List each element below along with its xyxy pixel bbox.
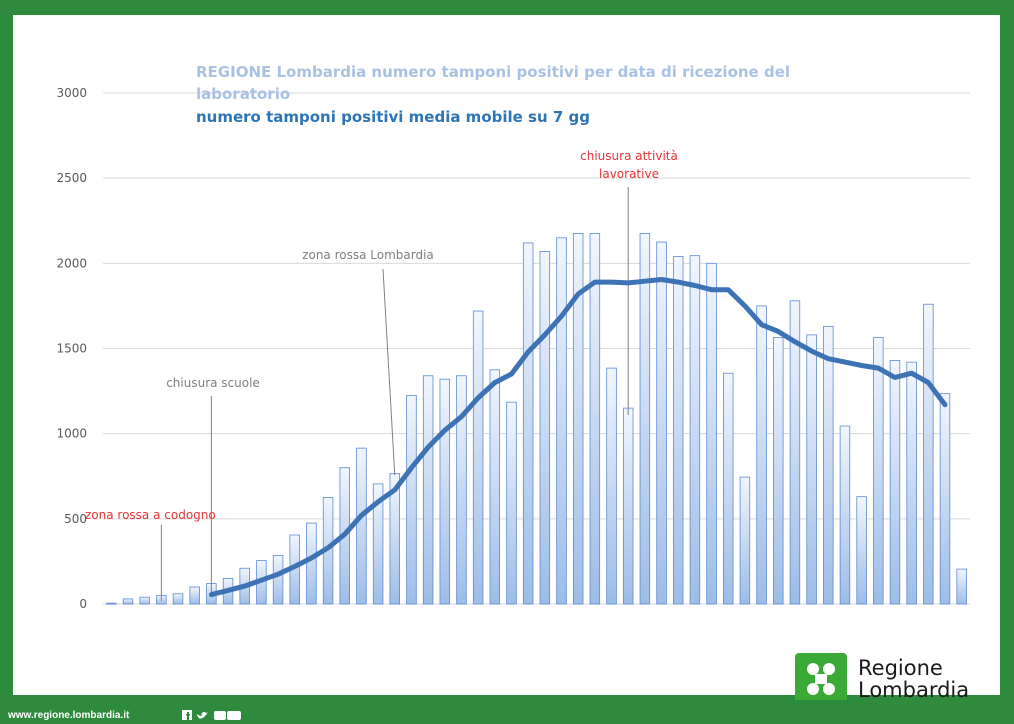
- bar: [889, 360, 901, 605]
- bar: [706, 262, 717, 605]
- youtube-icon[interactable]: [214, 711, 241, 720]
- bar: [539, 251, 551, 605]
- bar: [189, 586, 200, 605]
- chart-svg: 0 500 1000 1500 2000 2500 3000 zona rossa a co…: [56, 63, 970, 611]
- annotation-label: zona rossa Lombardia: [302, 248, 434, 262]
- logo-text-line-1: Regione: [858, 656, 943, 680]
- bar: [606, 367, 617, 605]
- bar: [372, 483, 384, 605]
- y-tick-label: 1500: [56, 342, 87, 356]
- bar: [873, 337, 884, 605]
- bar: [639, 233, 651, 605]
- annotation-label: chiusura attività: [580, 149, 678, 163]
- bar: [139, 596, 150, 605]
- logo-text-line-2: Lombardia: [858, 678, 970, 702]
- bar: [689, 255, 701, 605]
- annotation-label: zona rossa a codogno: [85, 508, 216, 522]
- bar: [306, 522, 317, 605]
- bar: [522, 242, 534, 605]
- bar: [672, 256, 684, 605]
- annotation-leader-line: [382, 268, 396, 476]
- bar: [739, 476, 751, 605]
- bar: [106, 602, 117, 605]
- footer-bar: www.regione.lombardia.it: [0, 700, 1014, 724]
- y-tick-label: 0: [79, 597, 87, 611]
- y-tick-label: 3000: [56, 86, 87, 100]
- bar: [839, 425, 851, 605]
- bar: [439, 378, 451, 605]
- bar: [456, 375, 467, 605]
- y-axis-ticks: 0 500 1000 1500 2000 2500 3000: [56, 86, 87, 611]
- y-tick-label: 1000: [56, 427, 87, 441]
- bar: [923, 303, 934, 605]
- bar: [422, 375, 434, 605]
- bar: [172, 593, 184, 605]
- chart-subtitle: numero tamponi positivi media mobile su …: [196, 108, 590, 126]
- y-tick-label: 500: [64, 512, 87, 526]
- bar: [589, 233, 601, 605]
- y-tick-label: 2000: [56, 256, 87, 270]
- chart-panel: 0 500 1000 1500 2000 2500 3000 zona rossa a co…: [13, 15, 1000, 705]
- bar: [506, 401, 517, 605]
- bar: [572, 233, 584, 605]
- logo-text: Regione Lombardia: [858, 657, 969, 701]
- bar: [756, 305, 767, 605]
- twitter-icon[interactable]: [197, 712, 208, 719]
- moving-average-line: [208, 277, 948, 598]
- bar: [489, 369, 501, 605]
- bar: [789, 300, 801, 605]
- bar: [773, 337, 784, 605]
- regione-lombardia-logo: [795, 653, 847, 705]
- bar: [622, 407, 634, 605]
- facebook-icon[interactable]: [182, 710, 192, 720]
- bar: [906, 361, 917, 605]
- bar: [856, 496, 867, 605]
- gridlines: [103, 92, 970, 605]
- social-icons: [182, 710, 241, 720]
- bars: [106, 233, 967, 605]
- bar: [272, 555, 284, 605]
- annotation-label-line-2: lavorative: [599, 167, 659, 181]
- bar: [956, 568, 967, 605]
- chart-title-line-1: REGIONE Lombardia numero tamponi positiv…: [196, 63, 790, 81]
- annotations: zona rossa a codogno chiusura scuole zona …: [85, 149, 678, 601]
- bar: [656, 241, 667, 605]
- bar: [356, 447, 367, 605]
- bar: [806, 334, 817, 605]
- bar: [723, 372, 734, 605]
- bar: [472, 310, 484, 605]
- bar: [939, 393, 951, 605]
- bar: [556, 237, 567, 605]
- footer-website-link[interactable]: www.regione.lombardia.it: [8, 710, 130, 721]
- bar: [823, 325, 834, 605]
- y-tick-label: 2500: [56, 171, 87, 185]
- bar: [406, 394, 417, 605]
- annotation-label: chiusura scuole: [166, 376, 260, 390]
- bar: [122, 598, 134, 605]
- chart-title-line-2: laboratorio: [196, 85, 290, 103]
